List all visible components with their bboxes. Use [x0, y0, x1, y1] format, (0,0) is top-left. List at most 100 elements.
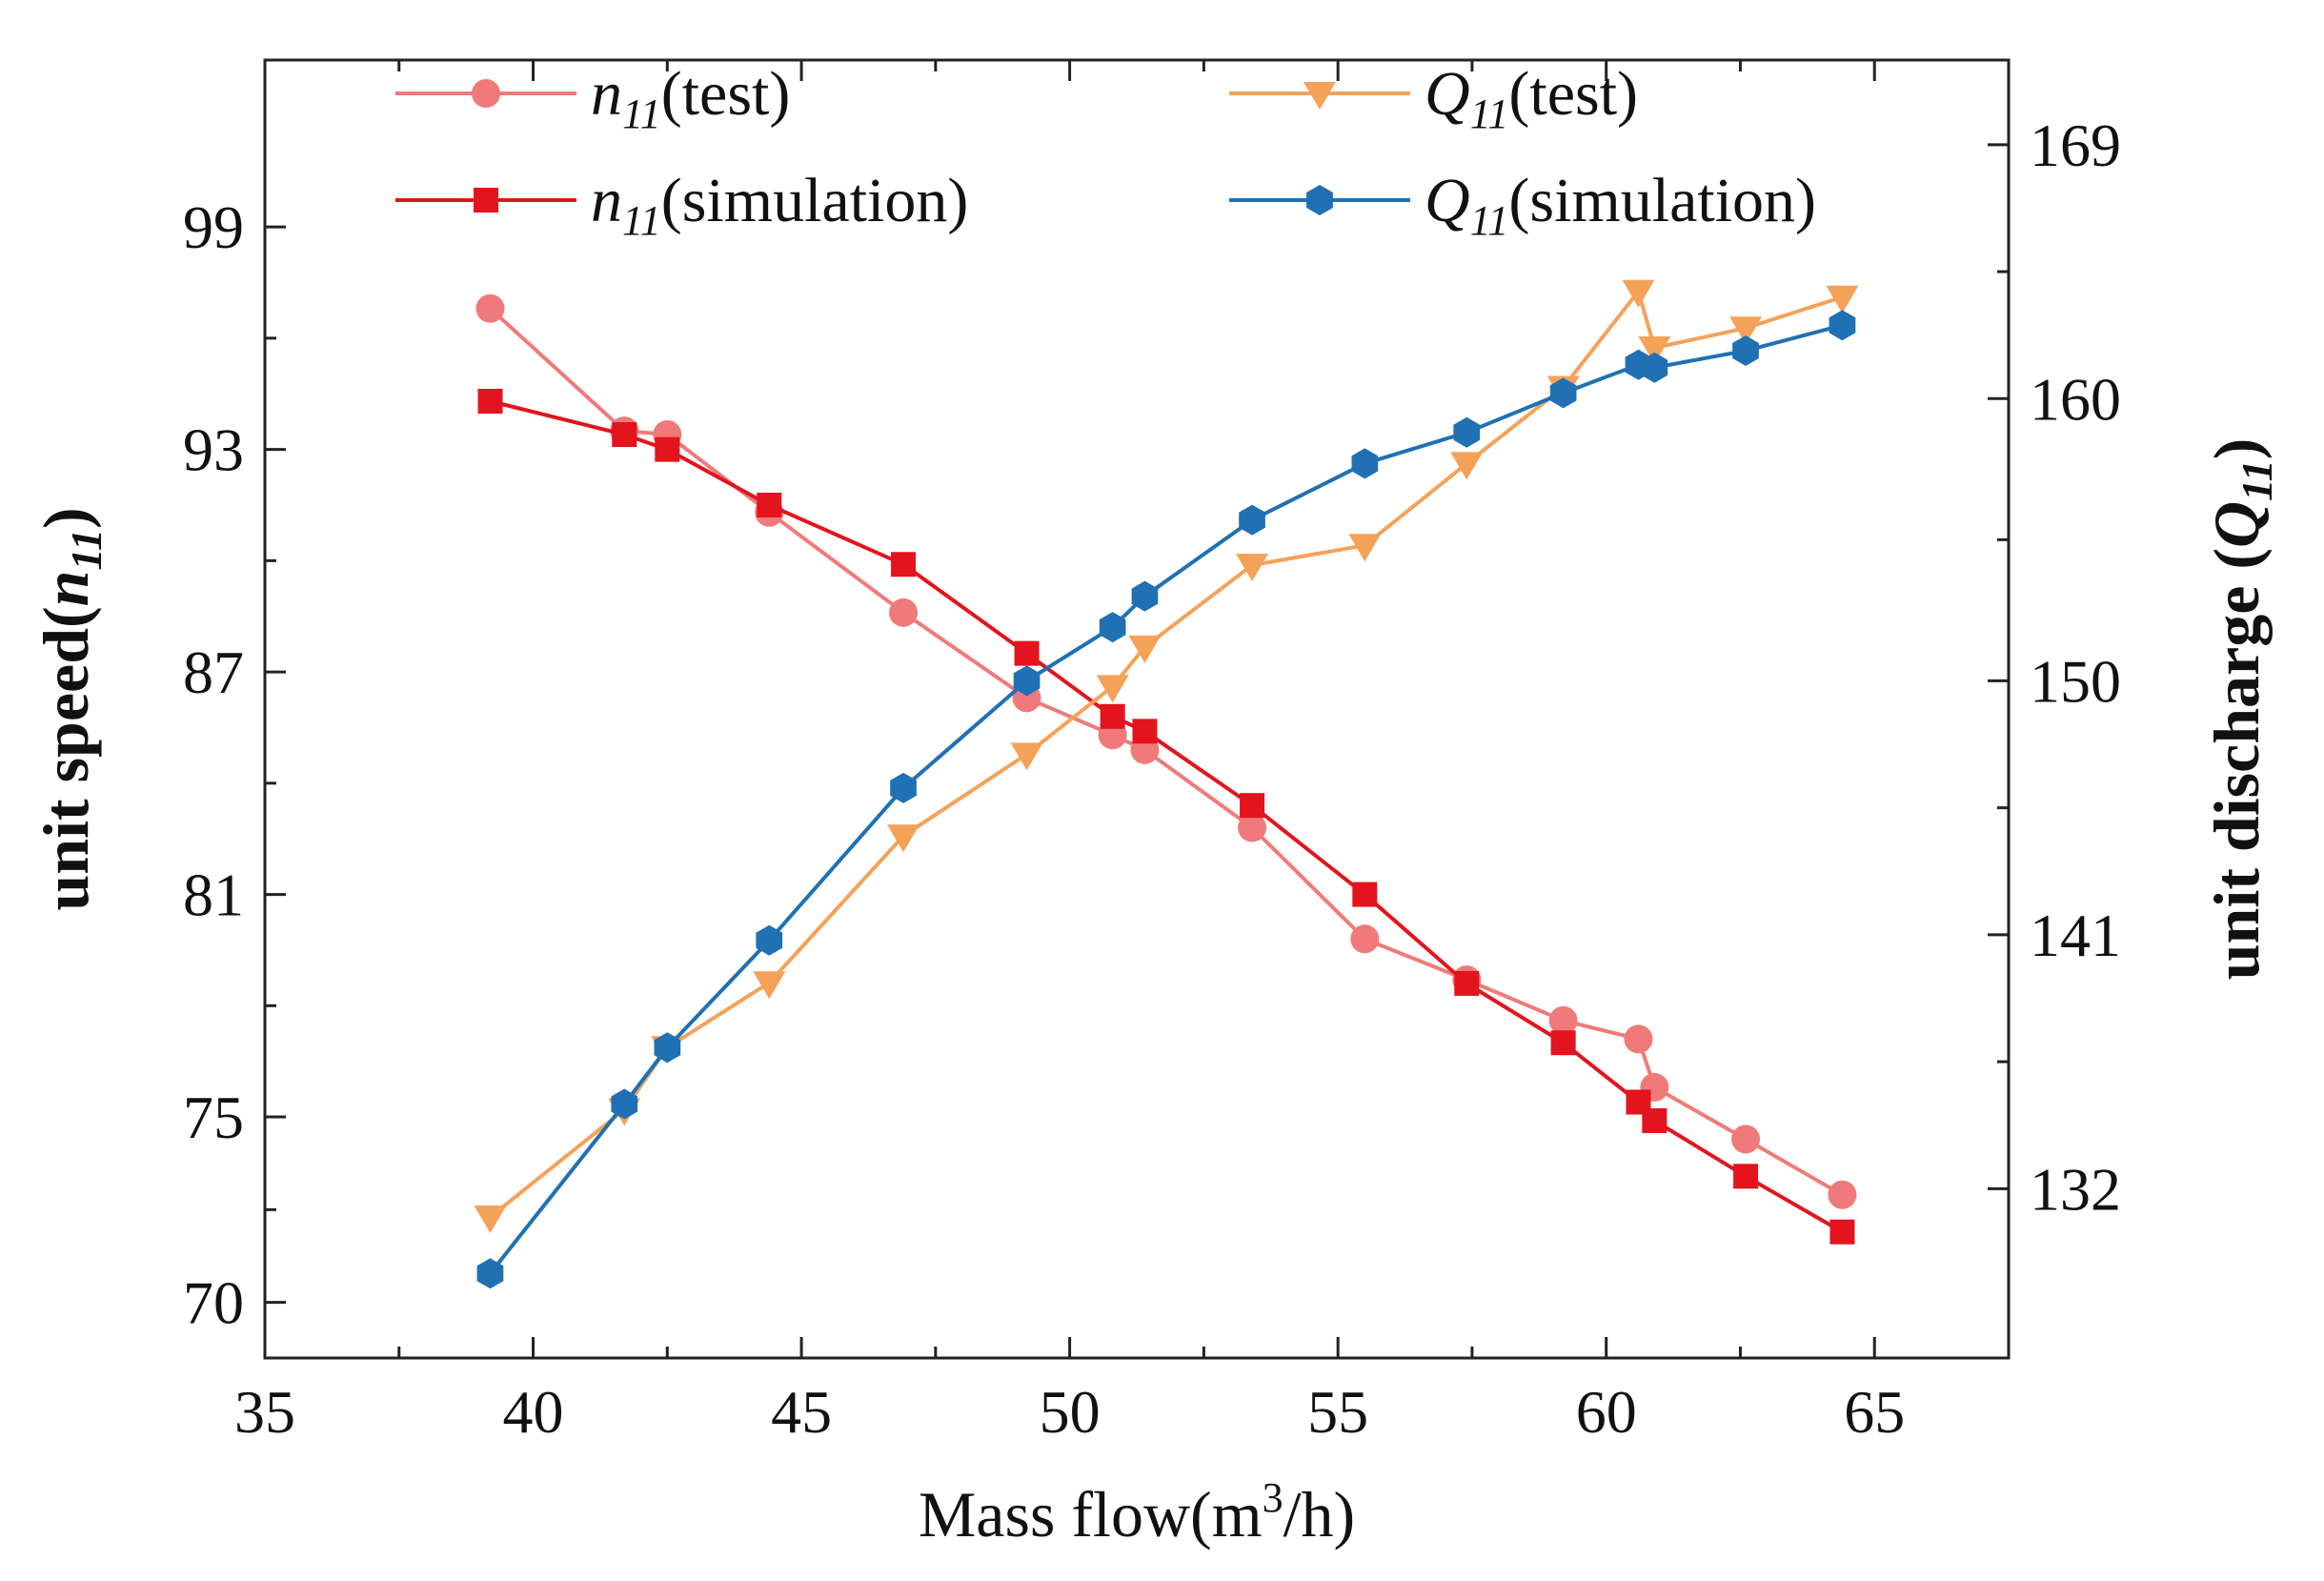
y-axis-left-title-sub: 11: [62, 529, 111, 570]
y-left-tick-label: 81: [183, 861, 244, 929]
y-axis-left-title-var: n: [30, 571, 102, 607]
series-group: [474, 279, 1859, 1289]
data-point: [477, 389, 503, 415]
legend-label-suffix: (simulation): [1508, 166, 1816, 235]
plot-frame: [263, 58, 2011, 1360]
x-tick-label: 50: [1040, 1378, 1101, 1446]
x-axis-title-sup: 3: [1263, 1474, 1283, 1521]
legend-label-var: Q: [1425, 166, 1470, 235]
legend: n11(test)n11(simulation)Q11(test)Q11(sim…: [395, 59, 1816, 244]
data-point: [1014, 640, 1040, 666]
data-point: [1829, 1219, 1855, 1245]
data-point: [1548, 1005, 1578, 1035]
data-point: [887, 824, 920, 853]
y-left-tick-label: 99: [183, 193, 244, 261]
legend-label: n11(simulation): [591, 166, 968, 244]
data-point: [753, 971, 786, 1000]
data-point: [1239, 504, 1265, 536]
ticks-group: 35 40 45 50 55 60 65 70 75 81 87 93 99 132 141 150 160 16…: [183, 60, 2121, 1446]
series-3: [476, 310, 1856, 1289]
legend-item: n11(test): [395, 59, 790, 137]
x-tick-label: 55: [1307, 1378, 1368, 1446]
legend-label: Q11(simulation): [1425, 166, 1816, 244]
legend-label-suffix: (test): [661, 59, 791, 129]
legend-label-var: n: [591, 166, 622, 235]
legend-label: Q11(test): [1425, 59, 1638, 137]
legend-label-var: Q: [1425, 59, 1470, 129]
data-point: [1729, 316, 1763, 345]
data-point: [1099, 612, 1126, 643]
data-point: [1096, 675, 1129, 703]
data-point: [1010, 742, 1043, 771]
x-axis-title: Mass flow(m3/h): [919, 1474, 1355, 1551]
y-left-tick-label: 93: [183, 416, 244, 484]
data-point: [1100, 703, 1125, 729]
data-point: [1828, 1180, 1857, 1209]
data-point: [1013, 665, 1041, 697]
data-point: [756, 924, 783, 956]
series-0: [475, 294, 1857, 1209]
data-point: [1549, 377, 1577, 409]
series-1: [477, 389, 1855, 1245]
data-point: [889, 598, 919, 627]
y-right-tick-label: 141: [2030, 902, 2121, 969]
x-tick-label: 60: [1576, 1378, 1637, 1446]
data-point: [890, 772, 917, 803]
data-point: [654, 1032, 681, 1064]
data-point: [1132, 719, 1158, 744]
y-right-tick-label: 132: [2030, 1155, 2121, 1223]
plot-frame-group: [263, 58, 2011, 1360]
legend-label-suffix: (test): [1508, 59, 1638, 129]
legend-label-suffix: (simulation): [661, 166, 969, 235]
legend-item: n11(simulation): [395, 166, 968, 244]
data-point: [474, 1205, 507, 1233]
data-point: [1826, 285, 1859, 314]
data-point: [1236, 553, 1269, 581]
x-axis-title-prefix: Mass flow(m: [919, 1478, 1263, 1551]
data-point: [1642, 1107, 1667, 1133]
legend-label-sub: 11: [1470, 91, 1509, 137]
y-axis-right-title-suffix: ): [2200, 438, 2273, 460]
data-point: [1733, 1164, 1759, 1189]
y-axis-right-title-var: Q: [2200, 501, 2273, 548]
x-axis-title-suffix: /h): [1283, 1478, 1356, 1551]
data-point: [475, 294, 505, 323]
y-axis-left-title: unit speed(n11): [30, 507, 111, 910]
data-point: [1622, 279, 1655, 308]
legend-label-sub: 11: [1470, 197, 1509, 244]
data-point: [1732, 335, 1759, 366]
data-point: [1829, 310, 1856, 341]
data-point: [1351, 448, 1379, 479]
series-2: [474, 279, 1859, 1233]
y-axis-right-title: unit discharge (Q11): [2200, 438, 2281, 981]
y-axis-left-title-suffix: ): [30, 507, 102, 529]
data-point: [1348, 534, 1382, 562]
data-point: [1638, 336, 1671, 365]
data-point: [1128, 635, 1162, 663]
x-tick-label: 45: [771, 1378, 832, 1446]
legend-label-sub: 11: [622, 91, 661, 137]
legend-item: Q11(simulation): [1229, 166, 1816, 244]
legend-marker: [472, 79, 500, 108]
data-point: [1238, 813, 1267, 842]
y-right-tick-label: 160: [2030, 365, 2121, 433]
series-line: [489, 287, 1844, 1219]
legend-marker: [1303, 82, 1336, 110]
data-point: [612, 422, 637, 448]
data-point: [1450, 452, 1484, 480]
legend-label-sub: 11: [622, 197, 661, 244]
data-point: [1731, 1125, 1761, 1154]
legend-marker: [474, 188, 498, 213]
x-tick-label: 35: [234, 1378, 295, 1446]
data-point: [655, 436, 680, 462]
data-point: [1550, 1030, 1576, 1056]
data-point: [1350, 924, 1380, 954]
legend-marker: [1306, 185, 1333, 215]
data-point: [1641, 352, 1668, 383]
series-line: [488, 323, 1843, 1275]
y-axis-right-title-sub: 11: [2233, 459, 2281, 500]
x-tick-label: 40: [503, 1378, 564, 1446]
y-left-tick-label: 70: [183, 1269, 244, 1337]
data-point: [1453, 416, 1481, 448]
